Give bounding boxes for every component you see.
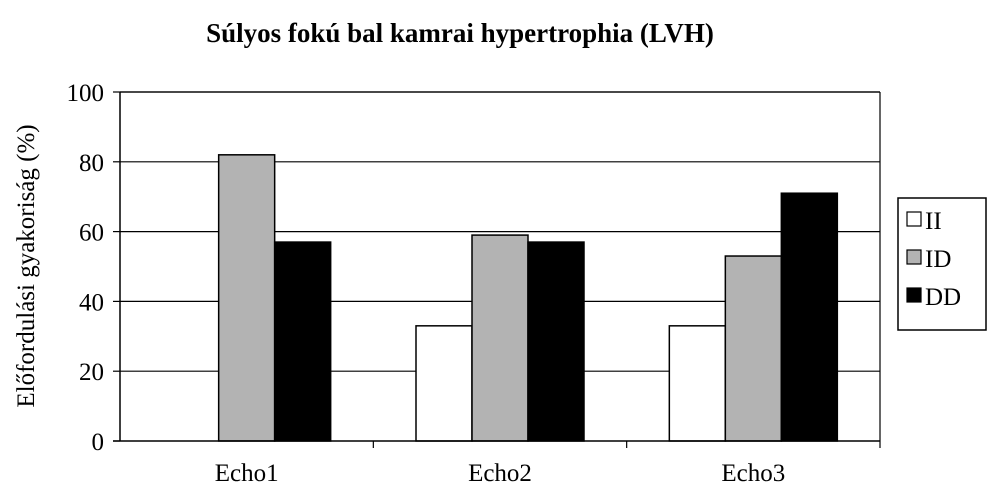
y-tick-labels: 0 20 40 60 80 100: [67, 80, 105, 456]
y-axis-label: Előfordulási gyakoriság (%): [13, 124, 40, 407]
legend-label-id: ID: [925, 246, 951, 273]
axes: [113, 91, 881, 448]
bar-dd-echo2: [527, 241, 585, 442]
chart-title: Súlyos fokú bal kamrai hypertrophia (LVH…: [206, 18, 714, 48]
bar-id-echo1: [217, 154, 276, 442]
y-tick-label: 80: [79, 150, 104, 177]
legend-label-dd: DD: [925, 284, 961, 311]
y-tick-label: 100: [67, 80, 105, 107]
legend: II ID DD: [897, 197, 987, 331]
x-tick-label: Echo1: [215, 460, 279, 487]
y-tick-label: 40: [79, 289, 104, 316]
y-tick-label: 0: [92, 429, 105, 456]
x-tick-labels: Echo1 Echo2 Echo3: [215, 460, 786, 487]
bar-id-echo3: [724, 255, 783, 442]
bar-dd-echo3: [780, 192, 839, 442]
bars: [217, 154, 839, 442]
bar-ii-echo3: [668, 325, 727, 442]
bar-id-echo2: [471, 234, 529, 442]
y-tick-label: 60: [79, 220, 104, 247]
x-tick-label: Echo3: [721, 460, 785, 487]
legend-swatch-id: [906, 249, 922, 265]
legend-swatch-ii: [906, 211, 922, 227]
y-tick-label: 20: [79, 359, 104, 386]
legend-swatch-dd: [906, 287, 922, 303]
bar-dd-echo1: [273, 241, 332, 442]
x-tick-label: Echo2: [468, 460, 532, 487]
legend-label-ii: II: [925, 208, 942, 235]
bar-ii-echo2: [415, 325, 473, 442]
